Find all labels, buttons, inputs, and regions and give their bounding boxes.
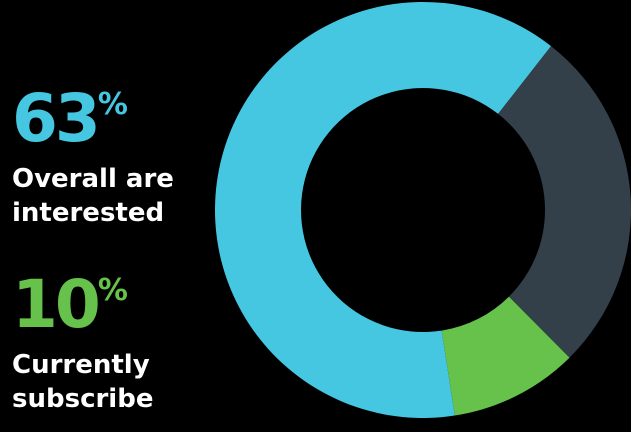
donut-slice-1 <box>215 2 552 418</box>
stat-interested-label: Overall are interested <box>12 162 202 230</box>
stat-interested-percent-sign: % <box>97 87 128 122</box>
donut-slice-2 <box>441 296 570 416</box>
stat-subscribe-label: Currently subscribe <box>12 348 202 416</box>
stat-interested: 63 % Overall are interested <box>12 86 202 230</box>
stat-subscribe-percent-sign: % <box>97 273 128 308</box>
stat-subscribe-label-line-1: Currently <box>12 350 150 380</box>
stat-interested-value: 63 % <box>12 86 202 152</box>
stat-subscribe-number: 10 <box>12 266 101 343</box>
stat-interested-label-line-2: interested <box>12 198 165 228</box>
stat-interested-number: 63 <box>12 80 101 157</box>
stat-subscribe: 10 % Currently subscribe <box>12 272 202 416</box>
stat-subscribe-label-line-2: subscribe <box>12 384 154 414</box>
stat-subscribe-value: 10 % <box>12 272 202 338</box>
stat-interested-label-line-1: Overall are <box>12 164 174 194</box>
donut-slice-3 <box>498 46 631 358</box>
